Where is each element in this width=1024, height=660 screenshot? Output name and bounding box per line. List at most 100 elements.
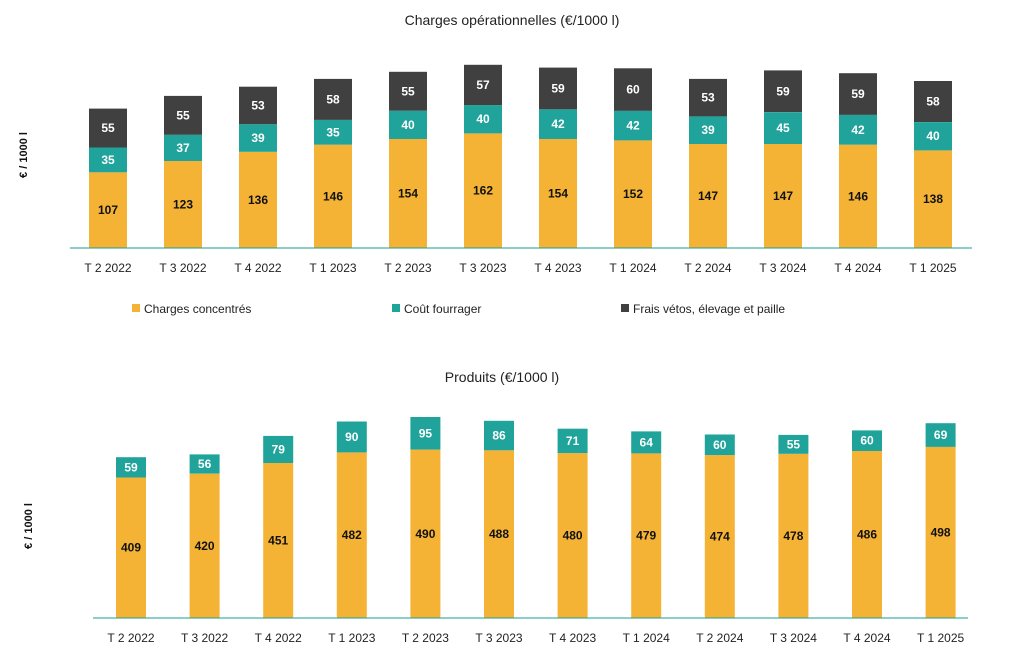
legend-swatch xyxy=(392,304,400,312)
data-label: 58 xyxy=(926,95,940,109)
data-label: 55 xyxy=(176,108,190,122)
data-label: 57 xyxy=(476,78,490,92)
data-label: 138 xyxy=(923,192,943,206)
data-label: 136 xyxy=(248,193,268,207)
bar-segment xyxy=(925,446,956,618)
data-label: 40 xyxy=(926,129,940,143)
data-label: 490 xyxy=(415,527,435,541)
x-tick-label: T 2 2024 xyxy=(684,261,731,275)
data-label: 482 xyxy=(342,528,362,542)
bar-segment xyxy=(116,477,146,618)
legend-label: Coût fourrager xyxy=(404,302,481,316)
chart1-legend: Charges concentrés Coût fourrager Frais … xyxy=(132,302,785,316)
bar-segment xyxy=(614,110,652,141)
x-tick-label: T 4 2023 xyxy=(534,261,581,275)
bar-segment xyxy=(539,139,577,248)
data-label: 107 xyxy=(98,203,118,217)
data-label: 39 xyxy=(251,131,265,145)
bar-segment xyxy=(263,435,294,463)
bar-segment xyxy=(614,68,652,111)
data-label: 69 xyxy=(934,428,948,442)
bar-segment xyxy=(164,134,202,161)
bar-segment xyxy=(778,434,809,454)
data-label: 154 xyxy=(548,187,568,201)
data-label: 53 xyxy=(251,98,265,112)
data-label: 45 xyxy=(776,121,790,135)
data-label: 37 xyxy=(176,141,190,155)
x-tick-label: T 4 2024 xyxy=(843,631,890,645)
data-label: 90 xyxy=(345,430,359,444)
data-label: 162 xyxy=(473,184,493,198)
data-label: 480 xyxy=(563,529,583,543)
bar-segment xyxy=(764,144,802,248)
x-tick-label: T 4 2022 xyxy=(234,261,281,275)
bar-segment xyxy=(914,122,952,151)
bar-segment xyxy=(336,421,367,453)
legend-swatch xyxy=(621,304,629,312)
chart-charges-operationnelles: Charges opérationnelles (€/1000 l) € / 1… xyxy=(18,12,972,316)
legend-label: Frais vétos, élevage et paille xyxy=(633,302,785,316)
data-label: 409 xyxy=(121,541,141,555)
data-label: 64 xyxy=(640,435,654,449)
x-tick-label: T 2 2024 xyxy=(696,631,743,645)
bar-segment xyxy=(189,473,220,618)
bar-segment xyxy=(764,112,802,144)
x-tick-label: T 4 2023 xyxy=(549,631,596,645)
bar-segment xyxy=(689,78,727,117)
legend-label: Charges concentrés xyxy=(144,302,251,316)
data-label: 53 xyxy=(701,91,715,105)
x-tick-label: T 2 2023 xyxy=(402,631,449,645)
data-label: 35 xyxy=(101,153,115,167)
legend-swatch xyxy=(132,304,140,312)
data-label: 498 xyxy=(931,525,951,539)
data-label: 42 xyxy=(626,119,640,133)
x-tick-label: T 4 2024 xyxy=(834,261,881,275)
data-label: 55 xyxy=(401,84,415,98)
data-label: 39 xyxy=(701,123,715,137)
data-label: 59 xyxy=(551,82,565,96)
bar-segment xyxy=(464,105,502,134)
chart1-title: Charges opérationnelles (€/1000 l) xyxy=(405,12,620,28)
bar-segment xyxy=(689,144,727,248)
chart1-bars xyxy=(89,64,952,248)
legend-item-charges-concentres: Charges concentrés xyxy=(132,302,251,316)
x-tick-label: T 1 2023 xyxy=(328,631,375,645)
bar-segment xyxy=(631,453,662,618)
bar-segment xyxy=(239,86,277,125)
data-label: 55 xyxy=(101,121,115,135)
bar-segment xyxy=(689,116,727,144)
data-label: 95 xyxy=(419,426,433,440)
bar-segment xyxy=(164,95,202,135)
bar-segment xyxy=(389,71,427,111)
bar-segment xyxy=(239,124,277,152)
data-label: 60 xyxy=(713,438,727,452)
bar-segment xyxy=(164,161,202,248)
bar-segment xyxy=(914,81,952,122)
x-tick-label: T 1 2024 xyxy=(623,631,670,645)
bar-segment xyxy=(839,144,877,248)
bar-segment xyxy=(557,428,588,454)
bar-segment xyxy=(89,108,127,148)
x-tick-label: T 3 2022 xyxy=(159,261,206,275)
chart-produits: Produits (€/1000 l) € / 1000 l 409 59 420 5… xyxy=(23,369,968,645)
bar-segment xyxy=(336,452,367,618)
bar-segment xyxy=(189,454,220,474)
chart2-title: Produits (€/1000 l) xyxy=(445,369,559,385)
data-label: 60 xyxy=(626,83,640,97)
bar-segment xyxy=(484,420,514,451)
data-label: 59 xyxy=(124,460,138,474)
bar-segment xyxy=(314,144,352,248)
chart1-data-labels: 107 35 55 123 37 55 136 39 53 146 35 58 154 40 55 162 40… xyxy=(98,78,943,217)
x-tick-label: T 1 2025 xyxy=(917,631,964,645)
data-label: 479 xyxy=(636,529,656,543)
bar-segment xyxy=(778,453,809,618)
legend-item-cout-fourrager: Coût fourrager xyxy=(392,302,481,316)
data-label: 478 xyxy=(783,529,803,543)
data-label: 59 xyxy=(851,87,865,101)
x-tick-label: T 3 2023 xyxy=(459,261,506,275)
x-tick-label: T 1 2023 xyxy=(309,261,356,275)
chart1-ylabel: € / 1000 l xyxy=(18,132,30,178)
data-label: 79 xyxy=(272,443,286,457)
data-label: 40 xyxy=(401,118,415,132)
data-label: 56 xyxy=(198,457,212,471)
